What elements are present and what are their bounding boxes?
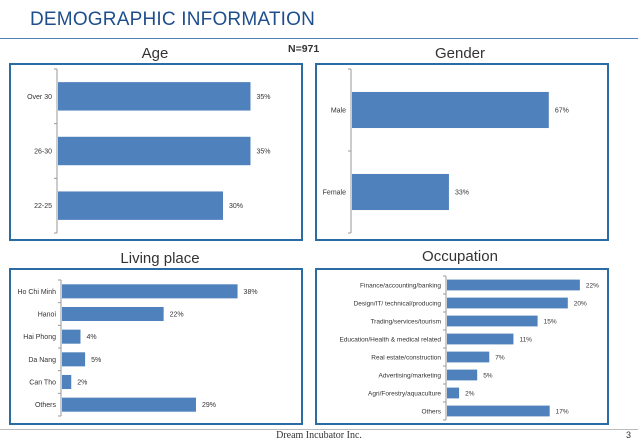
value-label: 11% — [519, 337, 532, 344]
value-label: 22% — [586, 283, 599, 290]
value-label: 5% — [483, 373, 493, 380]
value-label: 38% — [244, 289, 258, 296]
value-label: 30% — [229, 203, 243, 210]
age-chart-panel: Over 30 35% 26-30 35% 22-25 30% — [9, 63, 303, 241]
bar — [447, 315, 538, 327]
category-label: Hanoi — [38, 312, 57, 319]
category-label: Finance/accounting/banking — [360, 283, 441, 290]
value-label: 2% — [77, 380, 87, 387]
category-label: Over 30 — [27, 94, 52, 101]
category-label: Trading/services/tourism — [370, 319, 441, 326]
category-label: Ho Chi Minh — [17, 289, 56, 296]
bar — [62, 306, 164, 322]
bar — [352, 91, 549, 129]
category-label: Hai Phong — [23, 334, 56, 341]
value-label: 22% — [170, 312, 184, 319]
bar — [62, 284, 238, 299]
bar — [62, 374, 72, 390]
bar — [62, 329, 81, 344]
category-label: Real estate/construction — [371, 355, 441, 362]
bar — [58, 191, 223, 220]
bar — [447, 387, 460, 399]
bar — [447, 351, 490, 363]
footer-company: Dream Incubator Inc. — [276, 430, 362, 441]
value-label: 20% — [574, 301, 587, 308]
living-place-chart-title: Living place — [120, 250, 200, 267]
value-label: 29% — [202, 402, 216, 409]
category-label: Others — [35, 402, 57, 409]
bar — [62, 352, 86, 367]
gender-chart-panel: Male 67% Female 33% — [315, 63, 609, 241]
category-label: Male — [331, 108, 346, 115]
occupation-chart-panel: Finance/accounting/banking 22% Design/IT/ … — [315, 268, 609, 425]
value-label: 4% — [86, 334, 96, 341]
bar — [447, 405, 550, 417]
value-label: 35% — [257, 149, 271, 156]
bar — [447, 297, 568, 309]
bar — [352, 173, 449, 211]
bar — [58, 136, 251, 166]
value-label: 67% — [555, 108, 569, 115]
bar — [58, 82, 251, 111]
category-label: Da Nang — [28, 357, 56, 364]
category-label: Can Tho — [29, 380, 56, 387]
value-label: 35% — [257, 94, 271, 101]
chart-svg: Finance/accounting/banking 22% Design/IT/ … — [339, 275, 599, 421]
bar — [62, 397, 196, 412]
value-label: 33% — [455, 190, 469, 197]
gender-chart-title: Gender — [434, 45, 486, 62]
value-label: 15% — [544, 319, 557, 326]
value-label: 5% — [91, 357, 101, 364]
footer-divider — [0, 429, 638, 430]
category-label: 22-25 — [34, 203, 52, 210]
living-place-chart-panel: Ho Chi Minh 38% Hanoi 22% Hai Phong 4% Da Nang… — [9, 268, 303, 425]
occupation-chart-title: Occupation — [422, 248, 498, 265]
category-label: Agri/Forestry/aquaculture — [368, 391, 441, 398]
age-chart-title: Age — [141, 45, 169, 62]
chart-svg: Male 67% Female 33% — [323, 68, 569, 234]
value-label: 17% — [556, 409, 569, 416]
bar — [447, 279, 580, 291]
page-number: 3 — [625, 430, 631, 440]
bar — [447, 333, 514, 345]
category-label: Advertising/marketing — [379, 373, 442, 380]
category-label: Others — [421, 409, 441, 416]
value-label: 2% — [465, 391, 475, 398]
category-label: Design/IT/ technical/producing — [354, 301, 442, 308]
sample-size-label: N=971 — [288, 43, 320, 55]
bar — [447, 369, 478, 381]
category-label: Education/Health & medical related — [339, 337, 441, 344]
value-label: 7% — [495, 355, 505, 362]
chart-svg: Ho Chi Minh 38% Hanoi 22% Hai Phong 4% Da Nang… — [17, 279, 258, 417]
chart-svg: Over 30 35% 26-30 35% 22-25 30% — [27, 68, 271, 234]
title-divider — [0, 38, 638, 39]
slide-title: DEMOGRAPHIC INFORMATION — [30, 9, 316, 30]
category-label: 26-30 — [34, 149, 52, 156]
category-label: Female — [323, 190, 346, 197]
